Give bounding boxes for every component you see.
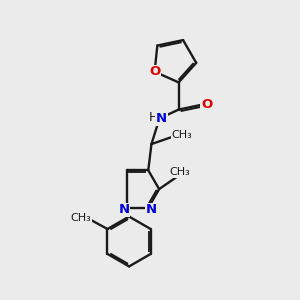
Text: N: N	[118, 203, 130, 216]
Text: H: H	[149, 111, 158, 124]
Text: N: N	[146, 203, 157, 216]
Text: CH₃: CH₃	[70, 212, 91, 223]
Text: CH₃: CH₃	[171, 130, 192, 140]
Text: O: O	[149, 65, 160, 78]
Text: CH₃: CH₃	[169, 167, 190, 178]
Text: O: O	[201, 98, 212, 111]
Text: N: N	[156, 112, 167, 125]
